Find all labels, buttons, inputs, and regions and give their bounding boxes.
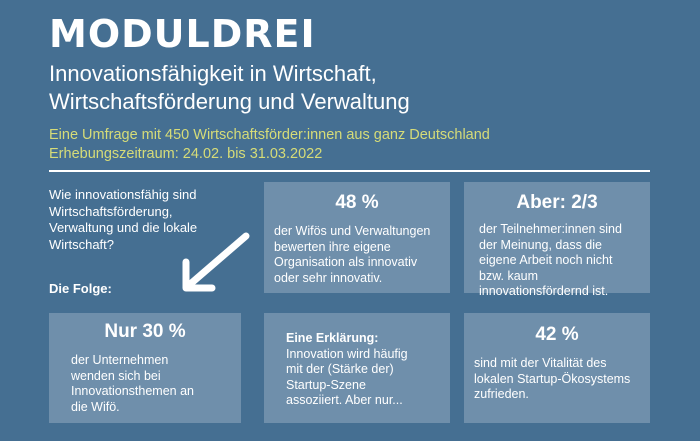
- stat-line: lokalen Startup-Ökosystems: [474, 371, 631, 386]
- stat-line: der Unternehmen: [71, 353, 169, 367]
- stat-description: der Teilnehmer:innen sind der Meinung, d…: [479, 222, 650, 300]
- stat-card-42-percent: 42 % sind mit der Vitalität des lokalen …: [464, 313, 650, 423]
- stat-description: der Wifös und Verwaltungen bewerten ihre…: [274, 224, 450, 286]
- explanation-line: assoziiert. Aber nur...: [286, 393, 403, 407]
- stat-value: Aber: 2/3: [516, 192, 598, 213]
- stat-line: oder sehr innovativ.: [274, 270, 383, 285]
- arrow-down-left-icon: [182, 232, 250, 292]
- page-title-line-2: Wirtschaftsförderung und Verwaltung: [49, 89, 410, 114]
- folge-label: Die Folge:: [49, 281, 112, 296]
- stat-description: der Unternehmen wenden sich bei Innovati…: [71, 353, 241, 415]
- stat-line: bzw. kaum: [479, 268, 539, 283]
- stat-line: zufrieden.: [474, 387, 529, 401]
- subtitle-line-1: Eine Umfrage mit 450 Wirtschaftsförder:i…: [49, 127, 490, 143]
- stat-line: wenden sich bei: [71, 368, 161, 383]
- question-line-4: Wirtschaft?: [49, 236, 115, 252]
- page-title-line-1: Innovationsfähigkeit in Wirtschaft,: [49, 61, 377, 86]
- explanation-line: Eine Erklärung:: [286, 331, 379, 345]
- stat-line: sind mit der Vitalität des: [474, 356, 607, 370]
- subtitle-line-2: Erhebungszeitraum: 24.02. bis 31.03.2022: [49, 146, 323, 162]
- stat-line: Innovationsthemen an: [71, 384, 195, 398]
- stat-card-48-percent: 48 % der Wifös und Verwaltungen bewerten…: [264, 182, 450, 293]
- stat-description: sind mit der Vitalität des lokalen Start…: [474, 356, 650, 403]
- page-subtitle: Eine Umfrage mit 450 Wirtschaftsförder:i…: [49, 126, 669, 164]
- stat-line: der Meinung, dass die: [479, 237, 602, 252]
- stat-line: eigene Arbeit noch nicht: [479, 253, 613, 267]
- stat-card-30-percent: Nur 30 % der Unternehmen wenden sich bei…: [49, 313, 241, 423]
- stat-line: Organisation als innovativ: [274, 255, 418, 269]
- explanation-card: Eine Erklärung: Innovation wird häufig m…: [264, 313, 450, 423]
- stat-value: Nur 30 %: [104, 321, 186, 342]
- stat-line: innovationsfördernd ist.: [479, 284, 609, 298]
- explanation-line: Startup-Szene: [286, 377, 366, 392]
- explanation-line: Innovation wird häufig: [286, 346, 408, 361]
- stat-line: bewerten ihre eigene: [274, 239, 391, 254]
- question-line-2: Wirtschaftsförderung,: [49, 203, 173, 219]
- question-line-1: Wie innovationsfähig sind: [49, 187, 197, 202]
- stat-card-two-thirds: Aber: 2/3 der Teilnehmer:innen sind der …: [464, 182, 650, 298]
- stat-value: 42 %: [535, 324, 579, 345]
- explanation-text: Eine Erklärung: Innovation wird häufig m…: [286, 331, 450, 409]
- stat-value: 48 %: [335, 192, 379, 213]
- explanation-line: mit der (Stärke der): [286, 362, 394, 376]
- logo: MODULDREI: [49, 12, 316, 56]
- question-line-3: Verwaltung und die lokale: [49, 220, 198, 235]
- page-title: Innovationsfähigkeit in Wirtschaft, Wirt…: [49, 60, 649, 116]
- stat-line: der Teilnehmer:innen sind: [479, 222, 622, 236]
- divider: [49, 170, 650, 172]
- stat-line: die Wifö.: [71, 399, 120, 414]
- stat-line: der Wifös und Verwaltungen: [274, 224, 431, 238]
- question-text: Wie innovationsfähig sind Wirtschaftsför…: [49, 187, 249, 253]
